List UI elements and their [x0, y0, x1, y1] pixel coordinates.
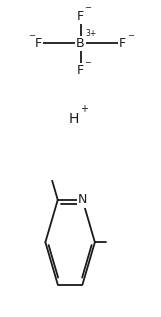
Text: N: N [78, 193, 87, 206]
Text: F: F [77, 64, 84, 77]
Text: 3+: 3+ [86, 29, 97, 38]
Text: −: − [85, 58, 91, 67]
Text: −: − [127, 31, 134, 40]
Text: −: − [28, 31, 35, 40]
Text: B: B [76, 37, 85, 50]
Text: F: F [119, 37, 126, 50]
Text: F: F [35, 37, 42, 50]
Text: −: − [85, 3, 91, 12]
Text: H: H [69, 112, 79, 126]
Text: +: + [80, 104, 88, 113]
Text: F: F [77, 10, 84, 23]
